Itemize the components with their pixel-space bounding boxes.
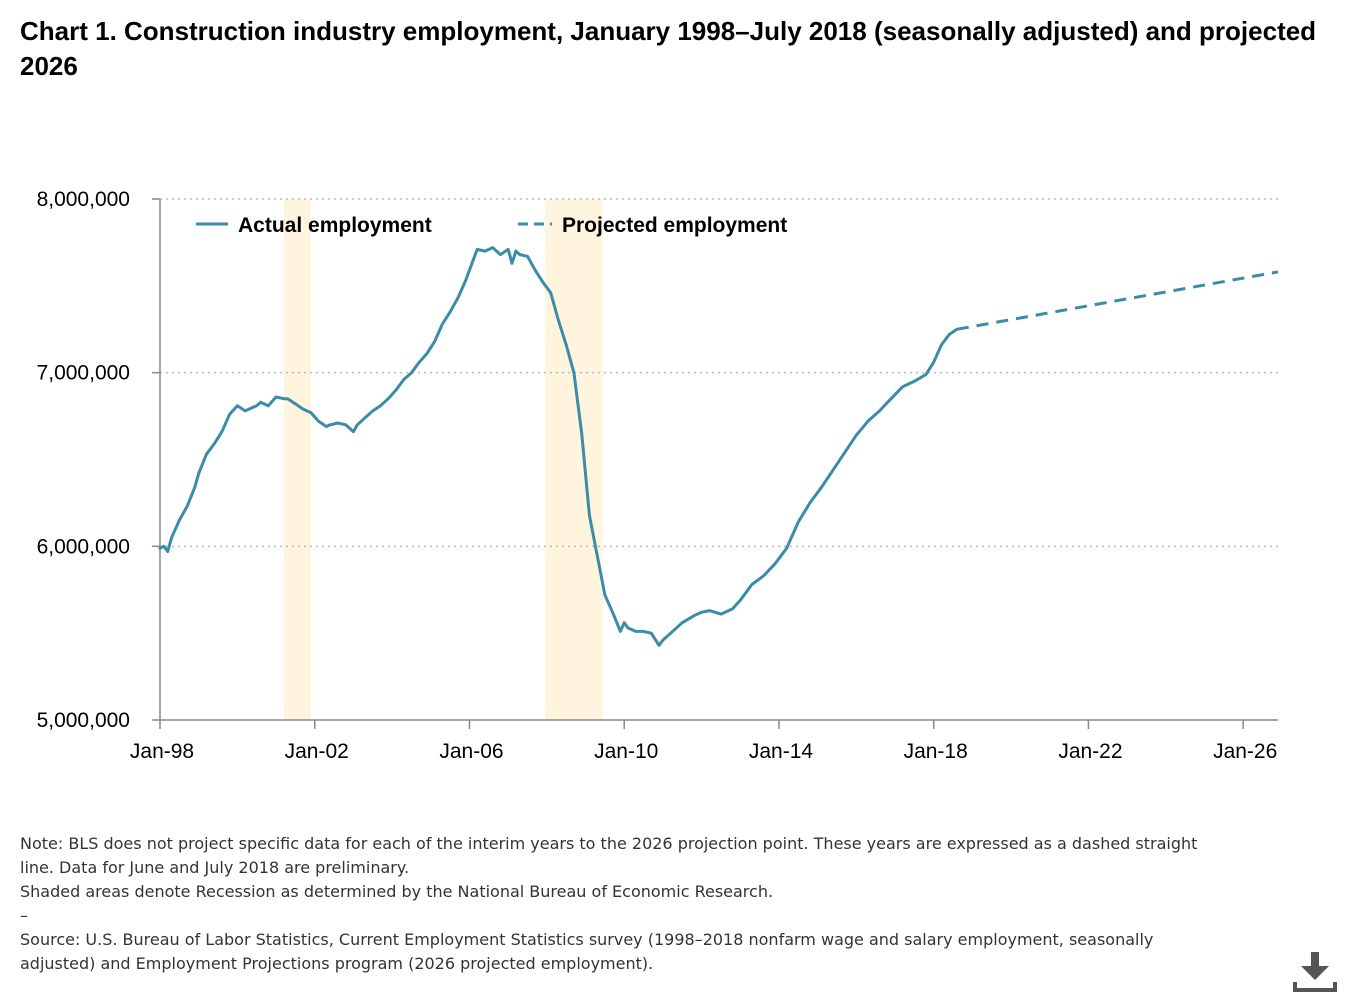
note-text: Note: BLS does not project specific data…	[20, 834, 1198, 877]
legend-label-projected: Projected employment	[562, 214, 787, 237]
legend-item-projected[interactable]: Projected employment	[518, 214, 787, 237]
gridlines	[160, 198, 1278, 548]
axes	[159, 199, 1278, 721]
y-tick-label: 8,000,000	[37, 188, 130, 211]
x-tick-label: Jan-14	[749, 740, 814, 763]
legend[interactable]: Actual employment Projected employment	[196, 214, 787, 237]
source-text: Source: U.S. Bureau of Labor Statistics,…	[20, 930, 1154, 973]
legend-label-actual: Actual employment	[238, 214, 432, 237]
recession-band-1	[283, 199, 311, 720]
series-lines	[158, 246, 1279, 647]
x-axis-ticks: Jan-98 Jan-02 Jan-06 Jan-10 Jan-14 Jan-18 Jan-…	[130, 720, 1277, 763]
x-tick-label: Jan-22	[1058, 740, 1122, 763]
legend-item-actual[interactable]: Actual employment	[196, 214, 432, 237]
y-tick-label: 5,000,000	[37, 709, 130, 732]
x-tick-label: Jan-02	[285, 740, 349, 763]
recession-bands	[283, 199, 603, 720]
series-projected-employment[interactable]	[956, 270, 1279, 331]
y-tick-label: 6,000,000	[37, 535, 130, 558]
recession-band-2	[544, 199, 603, 720]
series-actual-employment[interactable]	[158, 246, 959, 647]
y-axis-ticks: 5,000,000 6,000,000 7,000,000 8,000,000	[37, 188, 160, 732]
x-tick-label: Jan-18	[904, 740, 968, 763]
x-tick-label: Jan-26	[1213, 740, 1277, 763]
x-tick-label: Jan-10	[594, 740, 658, 763]
x-tick-label: Jan-98	[130, 740, 194, 763]
chart-area: 5,000,000 6,000,000 7,000,000 8,000,000 Jan…	[37, 188, 1279, 763]
chart-title: Chart 1. Construction industry employmen…	[20, 16, 1317, 81]
note-separator: –	[20, 906, 28, 925]
download-icon	[1293, 952, 1337, 992]
recession-note: Shaded areas denote Recession as determi…	[20, 882, 774, 901]
y-tick-label: 7,000,000	[37, 362, 130, 385]
chart-notes: Note: BLS does not project specific data…	[20, 832, 1220, 976]
download-button[interactable]	[1292, 950, 1338, 994]
x-tick-label: Jan-06	[439, 740, 503, 763]
